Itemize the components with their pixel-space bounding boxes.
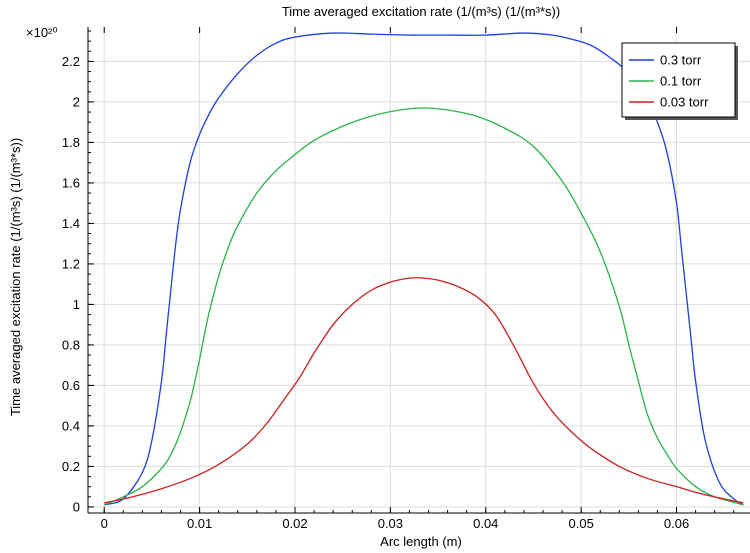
series-line-0-03-torr	[104, 277, 744, 504]
axes: 0 0.01 0.02 0.03 0.04 0.05 0.06 0 0.2 0.4 0.6 0.8 1 1…	[62, 27, 750, 531]
y-tick-label: 0.6	[62, 378, 80, 393]
y-tick-label: 2.2	[62, 54, 80, 69]
y-tick-label: 0.8	[62, 337, 80, 352]
y-tick-label: 1.6	[62, 175, 80, 190]
x-tick-label: 0.03	[378, 516, 403, 531]
y-axis-multiplier: ×10²⁰	[26, 25, 58, 40]
series-line-0-1-torr	[103, 107, 744, 506]
legend-label: 0.1 torr	[660, 74, 702, 89]
x-tick-label: 0.05	[569, 516, 594, 531]
x-tick-label: 0.06	[664, 516, 689, 531]
y-tick-label: 1.2	[62, 256, 80, 271]
y-axis-title: Time averaged excitation rate (1/(m³s) (…	[8, 138, 23, 416]
y-tick-label: 1.4	[62, 216, 80, 231]
legend-box	[621, 42, 736, 118]
x-tick-label: 0	[101, 516, 108, 531]
y-tick-label: 1	[73, 297, 80, 312]
x-tick-label: 0.01	[187, 516, 212, 531]
y-tick-label: 0.2	[62, 459, 80, 474]
x-tick-label: 0.04	[473, 516, 498, 531]
grid	[88, 27, 750, 513]
y-tick-label: 0.4	[62, 418, 80, 433]
legend: 0.3 torr 0.1 torr 0.03 torr	[621, 42, 738, 120]
y-tick-label: 1.8	[62, 135, 80, 150]
x-tick-label: 0.02	[282, 516, 307, 531]
legend-label: 0.3 torr	[660, 53, 702, 68]
y-tick-label: 2	[73, 94, 80, 109]
y-tick-label: 0	[73, 499, 80, 514]
legend-label: 0.03 torr	[660, 95, 709, 110]
series-lines	[103, 32, 744, 506]
x-axis-title: Arc length (m)	[380, 534, 462, 549]
chart-title: Time averaged excitation rate (1/(m³s) (…	[282, 4, 560, 19]
series-line-0-3-torr	[104, 32, 744, 506]
